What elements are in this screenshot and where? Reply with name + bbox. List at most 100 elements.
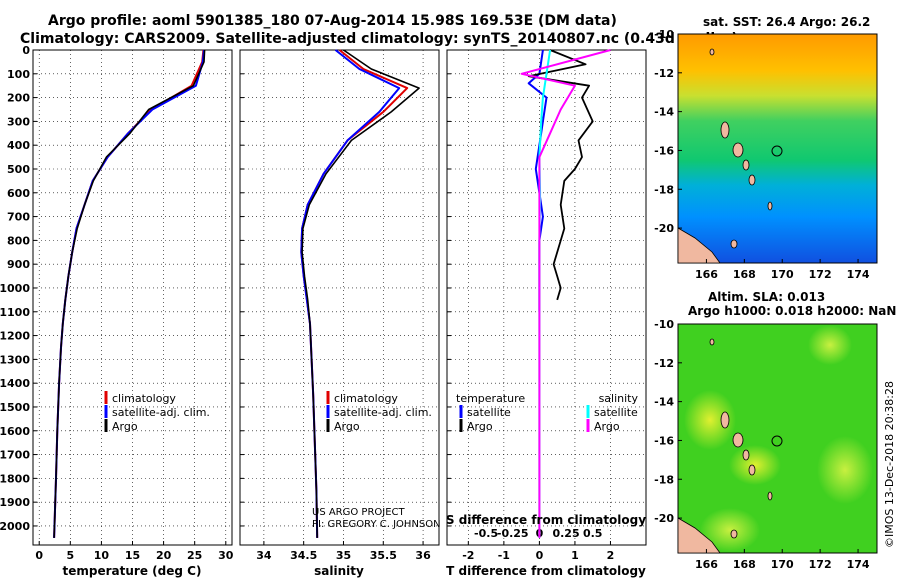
sla-y-tick-label: -10	[654, 318, 674, 331]
sst-x-tick-label: 168	[733, 268, 756, 281]
sla-y-tick-label: -16	[654, 434, 674, 447]
sst-y-tick-label: -18	[654, 183, 674, 196]
s-difference-axis-label: S difference from climatology	[446, 513, 646, 527]
salinity-legend: climatology satellite-adj. clim. Argo	[326, 391, 432, 433]
legend-s-argo2-label: Argo	[594, 420, 620, 433]
sst-island	[742, 159, 750, 171]
depth-tick-label: 1800	[0, 472, 30, 485]
sst-argo-location-marker	[771, 145, 783, 157]
sst-map-title: sat. SST: 26.4 Argo: 26.2	[703, 15, 870, 29]
temperature-series-2	[53, 49, 206, 538]
legend-argo-label: Argo	[112, 420, 138, 433]
x-tick-label: 0	[536, 549, 544, 562]
x-tick-label: 25	[187, 549, 202, 562]
sla-blob	[729, 445, 781, 485]
depth-tick-label: 2000	[0, 520, 30, 533]
depth-tick-label: 200	[7, 92, 30, 105]
legend-s-sat-label: satellite	[594, 406, 638, 419]
legend-t-satellite-label: satellite	[467, 406, 511, 419]
x-tick-label: 2	[607, 549, 615, 562]
sla-map-axes: 166 168 170 172 174 -10 -12 -14 -16 -18 -20	[654, 318, 870, 571]
x-tick-label: 35.5	[370, 549, 397, 562]
sst-map	[677, 33, 878, 264]
sla-island	[709, 338, 715, 346]
x-tick-label: 30	[218, 549, 234, 562]
depth-tick-label: 600	[7, 187, 30, 200]
sla-y-tick-label: -14	[654, 396, 674, 409]
depth-tick-label: 1300	[0, 353, 30, 366]
x-tick-label: 34.5	[290, 549, 317, 562]
sla-x-tick-label: 172	[809, 558, 832, 571]
panel-grid	[33, 49, 646, 545]
sla-island	[720, 411, 730, 429]
depth-tick-label: 300	[7, 115, 30, 128]
t-difference-axis-label: T difference from climatology	[446, 564, 646, 578]
sla-blob	[700, 508, 760, 552]
depth-tick-label: 1600	[0, 425, 30, 438]
difference-legend: temperature satellite Argo salinity sate…	[456, 392, 638, 433]
legend-t-argo-label: Argo	[467, 420, 493, 433]
legend-salinity-heading: salinity	[599, 392, 639, 405]
sst-island	[720, 121, 730, 139]
salinity-series-2	[301, 49, 420, 538]
difference-series-1	[527, 49, 594, 301]
depth-tick-label: 1500	[0, 401, 30, 414]
sst-y-tick-label: -10	[654, 28, 674, 41]
x-tick-label: 5	[66, 549, 74, 562]
salinity-axis-label: salinity	[314, 564, 364, 578]
depth-tick-label: 0	[22, 44, 30, 57]
sst-map-frame	[677, 33, 878, 264]
sst-land-coast	[677, 227, 721, 264]
sst-island	[748, 174, 756, 186]
legend-temperature-heading: temperature	[456, 392, 525, 405]
legend-s-climatology-label: climatology	[334, 392, 398, 405]
s-diff-tick-label: -0.25	[497, 527, 529, 540]
salinity-panel-frame	[239, 49, 440, 546]
depth-tick-label: 700	[7, 211, 30, 224]
depth-tick-label: 1400	[0, 377, 30, 390]
legend-s-satellite-label: satellite-adj. clim.	[334, 406, 432, 419]
x-tick-label: 1	[571, 549, 579, 562]
sla-island	[742, 449, 750, 461]
sst-island	[732, 142, 744, 158]
sla-islands	[709, 338, 773, 539]
x-tick-label: 34	[256, 549, 272, 562]
sla-land-coast	[677, 517, 721, 554]
sla-map	[677, 323, 878, 554]
sla-island	[732, 432, 744, 448]
sla-blob	[684, 390, 736, 450]
legend-s-argo-label: Argo	[334, 420, 360, 433]
s-diff-tick-label: -0.5	[474, 527, 498, 540]
difference-panel-frame	[446, 49, 647, 546]
x-tick-label: 10	[94, 549, 110, 562]
x-tick-label: -2	[462, 549, 474, 562]
sla-blob	[808, 325, 852, 365]
x-tick-label: -1	[498, 549, 510, 562]
sla-y-tick-label: -20	[654, 512, 674, 525]
sst-map-axes: 166 168 170 172 174 -10 -12 -14 -16 -18 -20	[654, 28, 870, 281]
credit-pi: PI: GREGORY C. JOHNSON	[312, 519, 441, 530]
depth-tick-label: 1200	[0, 330, 30, 343]
sst-field	[678, 34, 877, 263]
s-diff-tick-label: 0.25	[552, 527, 579, 540]
sla-island	[767, 491, 773, 501]
x-tick-label: 20	[156, 549, 172, 562]
depth-tick-label: 800	[7, 234, 30, 247]
sst-x-tick-label: 166	[695, 268, 718, 281]
sst-islands	[709, 48, 773, 249]
depth-tick-label: 1700	[0, 449, 30, 462]
sla-x-tick-label: 174	[847, 558, 870, 571]
sst-x-tick-label: 174	[847, 268, 870, 281]
depth-tick-label: 500	[7, 163, 30, 176]
figure-title-line1: Argo profile: aoml 5901385_180 07-Aug-20…	[48, 13, 617, 29]
sla-x-tick-label: 166	[695, 558, 718, 571]
credit-project: US ARGO PROJECT	[312, 507, 406, 518]
sla-map-title-line2: Argo h1000: 0.018 h2000: NaN	[688, 304, 896, 318]
x-tick-label: 15	[125, 549, 140, 562]
sla-map-frame	[677, 323, 878, 554]
sst-island	[767, 201, 773, 211]
s-diff-tick-label: 0.5	[583, 527, 603, 540]
difference-series-3	[520, 49, 611, 538]
depth-tick-label: 900	[7, 258, 30, 271]
